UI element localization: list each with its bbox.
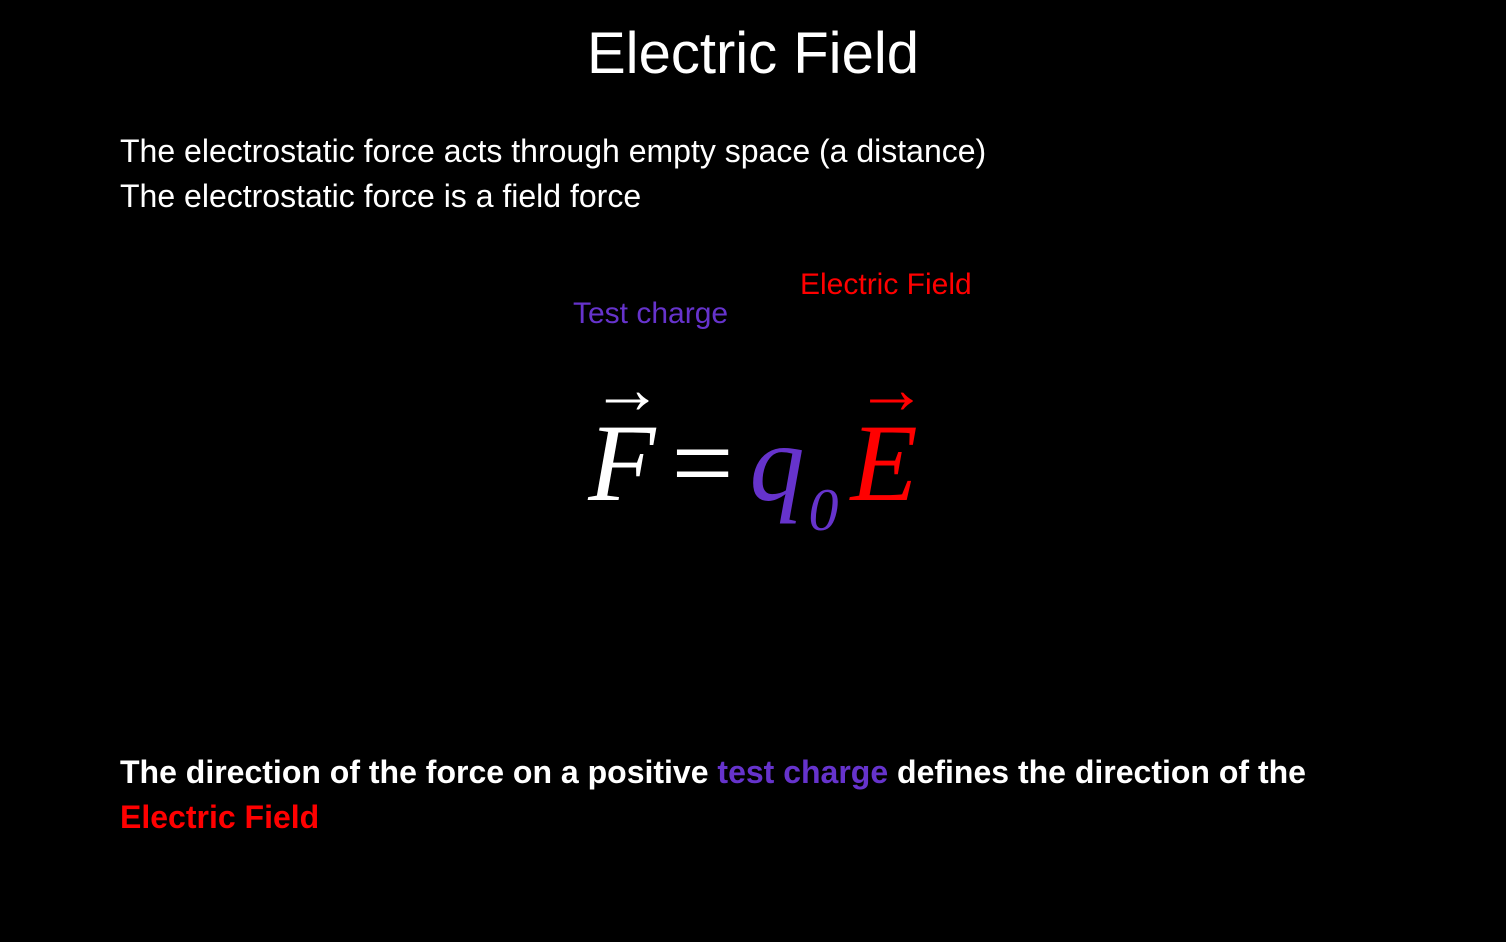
equation-inner: → F = q0 → E [588,400,917,527]
footer-part-3: defines the direction of the [888,754,1306,790]
intro-line-1: The electrostatic force acts through emp… [120,130,1420,173]
equation-force: → F = q0 → E [0,400,1506,527]
slide-title: Electric Field [0,20,1506,87]
footer-part-1: The direction of the force on a positive [120,754,717,790]
footer-statement: The direction of the force on a positive… [120,750,1420,840]
footer-electric-field: Electric Field [120,799,319,835]
slide: Electric Field The electrostatic force a… [0,0,1506,942]
equation-equals: = [659,402,745,524]
equation-q: q [750,402,805,524]
equation-subscript-zero: 0 [809,477,839,543]
label-test-charge: Test charge [573,297,728,331]
equation-F-vector: → F [588,400,655,527]
arrow-icon: → [856,348,928,430]
arrow-icon: → [591,348,663,430]
footer-test-charge: test charge [717,754,888,790]
label-electric-field: Electric Field [800,268,972,302]
intro-line-2: The electrostatic force is a field force [120,175,1420,218]
equation-E-vector: → E [851,400,918,527]
